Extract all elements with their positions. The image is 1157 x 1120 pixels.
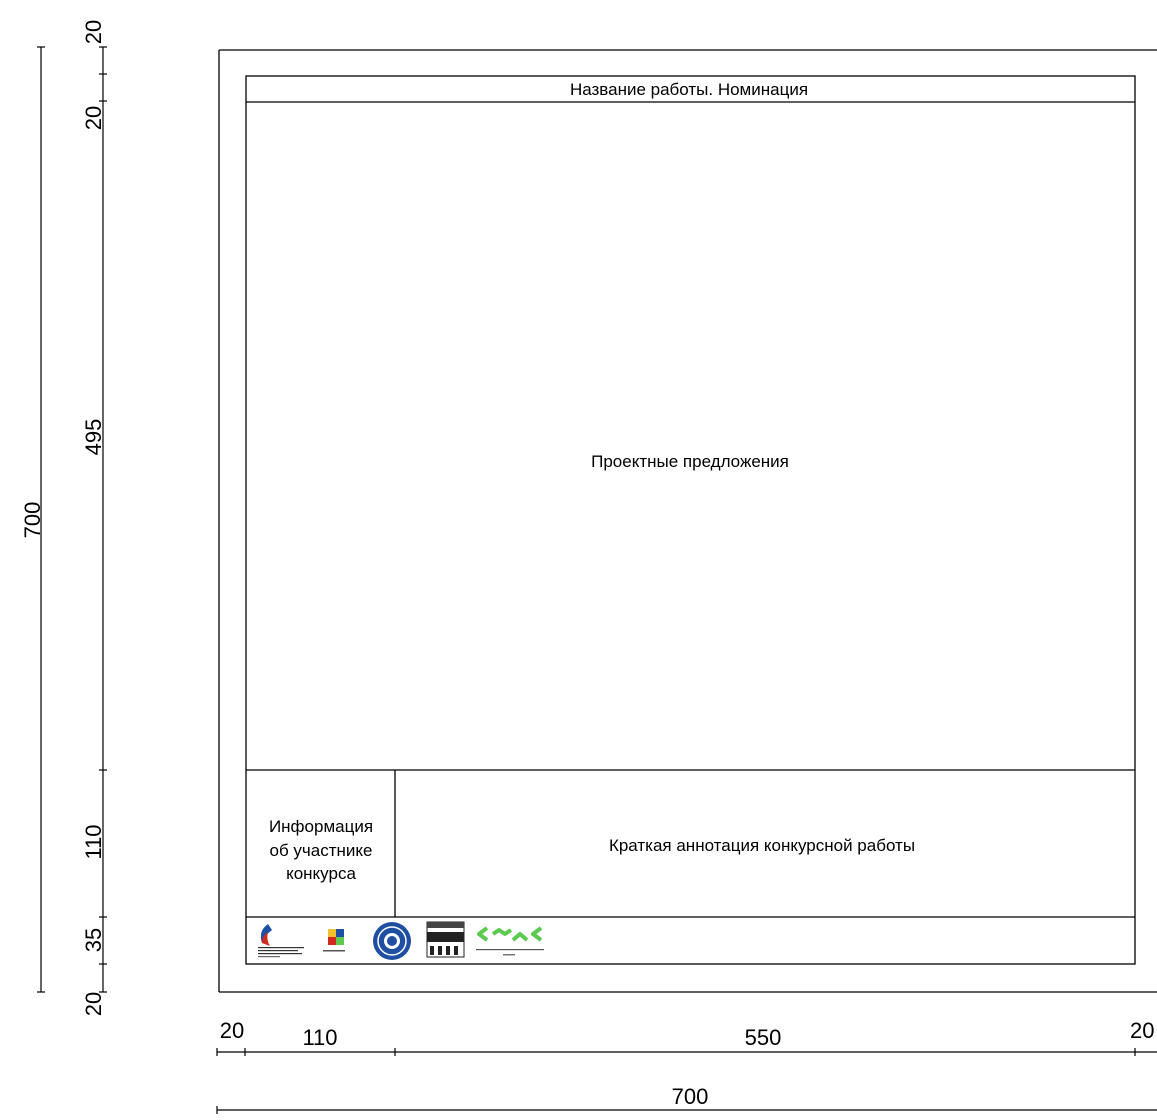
round-seal-logo-icon <box>373 922 411 960</box>
dim-left-seg-6: 20 <box>81 992 106 1016</box>
info-line-2: об участнике <box>270 841 373 860</box>
participant-info-cell: Информация об участнике конкурса <box>269 817 373 883</box>
dim-bottom-seg-1: 20 <box>220 1018 244 1043</box>
inner-frame <box>245 75 1136 965</box>
dim-left-seg-3: 495 <box>81 419 106 456</box>
puzzle-logo-icon <box>323 929 345 952</box>
dim-bottom-seg-4: 20 <box>1130 1018 1154 1043</box>
main-area-text: Проектные предложения <box>591 452 789 471</box>
building-logo-icon <box>426 921 465 958</box>
dim-bottom-seg-2: 110 <box>302 1025 337 1050</box>
row-dividers <box>246 101 1135 918</box>
dim-left-seg-2: 20 <box>81 106 106 130</box>
left-dimensions <box>37 46 107 993</box>
outer-frame <box>218 49 1157 993</box>
dim-left-total: 700 <box>20 502 45 539</box>
crown-logo-sub <box>503 954 515 956</box>
logos-strip <box>258 921 544 960</box>
green-crown-logo-icon <box>477 926 543 942</box>
dim-left-seg-4: 110 <box>81 824 106 859</box>
annotation-cell-text: Краткая аннотация конкурсной работы <box>609 836 915 855</box>
dim-left-seg-1: 20 <box>81 20 106 44</box>
crown-logo-underline <box>476 949 544 951</box>
dim-bottom-seg-3: 550 <box>745 1025 782 1050</box>
ministry-logo-icon <box>258 924 304 958</box>
dim-left-seg-5: 35 <box>81 928 106 952</box>
info-line-1: Информация <box>269 817 373 836</box>
title-cell-text: Название работы. Номинация <box>570 80 808 99</box>
dim-bottom-total: 700 <box>672 1084 709 1109</box>
bottom-dimensions <box>216 1048 1157 1114</box>
info-line-3: конкурса <box>286 864 356 883</box>
